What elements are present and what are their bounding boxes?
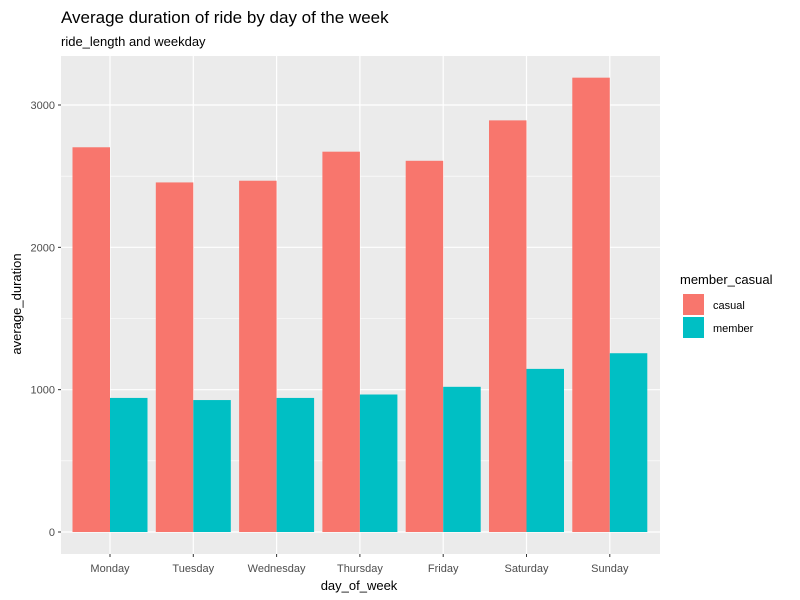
x-tick-label: Sunday — [591, 563, 629, 575]
bar-casual-thursday — [322, 151, 360, 532]
x-axis-title: day_of_week — [321, 578, 398, 593]
y-axis-title: average_duration — [9, 253, 24, 354]
bar-member-sunday — [609, 353, 648, 532]
x-tick-label: Thursday — [337, 563, 383, 575]
bar-member-friday — [443, 386, 481, 532]
bar-casual-monday — [72, 147, 110, 532]
x-tick-label: Tuesday — [172, 563, 214, 575]
legend-title: member_casual — [680, 272, 773, 287]
y-tick-label: 0 — [49, 527, 55, 539]
x-axis-ticks: Monday Tuesday Wednesday Thursday Friday Satu… — [90, 554, 629, 575]
bar-member-wednesday — [276, 397, 315, 532]
y-tick-label: 1000 — [31, 385, 55, 397]
chart-subtitle: ride_length and weekday — [61, 34, 206, 49]
bar-casual-sunday — [572, 77, 610, 532]
legend-label-casual: casual — [713, 300, 745, 312]
chart-title: Average duration of ride by day of the w… — [61, 8, 389, 27]
x-tick-label: Saturday — [504, 563, 549, 575]
bar-casual-wednesday — [239, 180, 277, 533]
bar-member-saturday — [526, 368, 564, 532]
bar-casual-tuesday — [155, 182, 194, 533]
y-axis-ticks: 0 1000 2000 3000 — [31, 100, 61, 539]
bar-member-tuesday — [193, 400, 231, 532]
bar-member-thursday — [359, 394, 398, 532]
bar-member-monday — [110, 397, 148, 532]
bar-casual-friday — [405, 160, 444, 532]
legend-key-casual — [683, 294, 704, 315]
legend-key-member — [683, 317, 704, 338]
y-tick-label: 2000 — [31, 242, 55, 254]
y-tick-label: 3000 — [31, 100, 55, 112]
x-tick-label: Wednesday — [248, 563, 306, 575]
legend-label-member: member — [713, 323, 754, 335]
x-tick-label: Friday — [428, 563, 459, 575]
bars — [72, 77, 648, 533]
legend: member_casual casual member — [680, 272, 773, 338]
bar-casual-saturday — [489, 120, 527, 532]
x-tick-label: Monday — [90, 563, 130, 575]
